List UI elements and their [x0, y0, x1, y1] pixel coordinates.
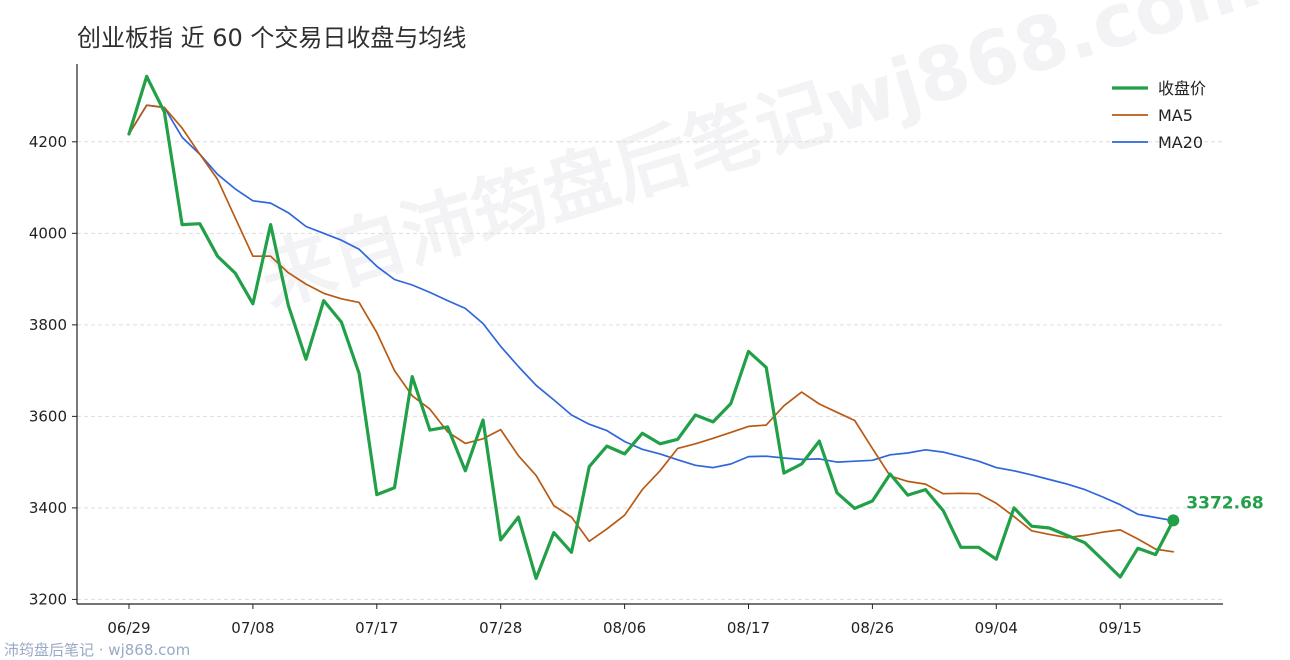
- legend-label-ma5: MA5: [1158, 106, 1193, 125]
- last-close-label: 3372.68: [1186, 493, 1263, 513]
- y-tick-label: 3800: [29, 316, 67, 334]
- series-line-ma5: [128, 104, 1175, 553]
- x-tick-label: 09/15: [1099, 619, 1142, 637]
- x-tick-label: 08/06: [603, 619, 646, 637]
- y-tick-label: 4200: [29, 133, 67, 151]
- x-tick-label: 07/17: [355, 619, 398, 637]
- grid-lines: [77, 141, 1223, 600]
- x-tick-label: 08/26: [851, 619, 894, 637]
- axes: 3200 3400 3600 3800 4000 4200 06/29 07/08 07/17 0…: [29, 64, 1223, 637]
- last-close-marker: [1167, 514, 1180, 527]
- x-tick-label: 09/04: [975, 619, 1018, 637]
- y-tick-label: 3200: [29, 590, 67, 608]
- series-lines: 3372.68: [127, 74, 1264, 581]
- legend-label-ma20: MA20: [1158, 133, 1203, 152]
- series-line-close: [127, 74, 1175, 581]
- chart-title: 创业板指 近 60 个交易日收盘与均线: [77, 24, 467, 52]
- y-tick-label: 4000: [29, 224, 67, 242]
- y-tick-label: 3600: [29, 407, 67, 425]
- legend-label-close: 收盘价: [1158, 79, 1206, 98]
- y-tick-label: 3400: [29, 499, 67, 517]
- x-tick-label: 06/29: [107, 619, 150, 637]
- x-tick-label: 08/17: [727, 619, 770, 637]
- legend: 收盘价 MA5 MA20: [1112, 79, 1206, 152]
- footer-credit: 沛筠盘后笔记 · wj868.com: [4, 641, 191, 659]
- x-tick-label: 07/28: [479, 619, 522, 637]
- series-line-ma20: [128, 104, 1175, 522]
- x-tick-label: 07/08: [231, 619, 274, 637]
